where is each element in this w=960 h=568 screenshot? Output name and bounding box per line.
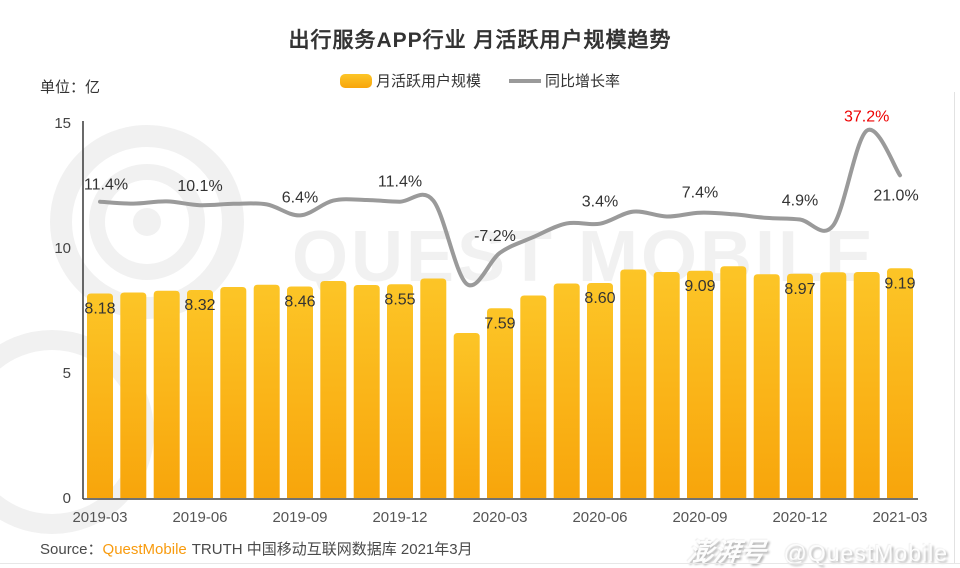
bar-2019-09 (287, 286, 313, 498)
x-tick-label-2020-12: 2020-12 (772, 509, 827, 526)
bar-2021-02 (853, 272, 880, 498)
frame-bottom-border (0, 563, 960, 564)
growth-label-2020-12: 4.9% (782, 193, 818, 210)
bar-2019-11 (353, 285, 380, 498)
watermark-ring-outer-icon (50, 125, 244, 319)
bar-2021-01 (820, 272, 847, 498)
bar-value-label-2021-03: 9.19 (884, 275, 915, 292)
x-tick-label-2020-03: 2020-03 (472, 509, 527, 526)
y-tick-label-15: 15 (54, 115, 71, 132)
bar-2020-06 (587, 283, 613, 498)
bar-value-label-2019-06: 8.32 (184, 297, 215, 314)
x-tick-label-2019-09: 2019-09 (272, 509, 327, 526)
growth-peak-label-2021-02: 37.2% (844, 109, 889, 126)
bar-2020-04 (520, 295, 547, 498)
bar-series-swatch-icon (339, 73, 372, 88)
bar-2019-07 (220, 287, 247, 498)
legend-item-bar: 月活跃用户规模 (339, 70, 481, 91)
x-tick-label-2020-09: 2020-09 (672, 509, 727, 526)
bar-2020-03 (487, 308, 513, 498)
growth-label-2019-09: 6.4% (282, 189, 318, 206)
bar-2020-11 (753, 274, 780, 498)
source-brand: QuestMobile (102, 541, 187, 558)
bar-2020-09 (687, 270, 713, 498)
bar-2019-12 (387, 284, 413, 498)
bar-2019-03 (87, 293, 113, 498)
legend-item-line: 同比增长率 (509, 70, 620, 91)
growth-label-2019-06: 10.1% (177, 178, 222, 195)
publisher-handle: @QuestMobile (783, 540, 948, 566)
bar-2020-05 (553, 283, 580, 498)
bar-value-label-2019-03: 8.18 (84, 301, 115, 318)
legend-bar-label: 月活跃用户规模 (375, 73, 481, 90)
x-tick-label-2019-03: 2019-03 (72, 509, 127, 526)
bar-2019-06 (187, 290, 213, 498)
bar-2020-02 (453, 333, 480, 498)
chart-legend: 月活跃用户规模 同比增长率 (0, 70, 960, 91)
growth-label-2020-09: 7.4% (682, 185, 718, 202)
legend-line-label: 同比增长率 (545, 73, 621, 90)
growth-label-2020-06: 3.4% (582, 194, 618, 211)
bar-value-label-2020-06: 8.60 (584, 290, 615, 307)
bar-series: 8.18 8.32 8.46 8.55 7.59 8.60 9.09 8.97 9.19 (84, 266, 916, 498)
x-tick-label-2020-06: 2020-06 (572, 509, 627, 526)
line-series-swatch-icon (509, 78, 541, 83)
source-note: Source：QuestMobile TRUTH 中国移动互联网数据库 2021年… (40, 538, 473, 559)
bar-2019-10 (320, 281, 347, 498)
x-tick-label-2019-12: 2019-12 (372, 509, 427, 526)
frame-right-border (954, 92, 955, 563)
publisher-footer: 澎湃号 @QuestMobile (685, 532, 948, 568)
axes: 0 5 10 15 2019-03 2019-06 2019-09 2019-12 2020-0… (54, 115, 927, 526)
growth-line (98, 127, 902, 288)
bar-value-label-2020-03: 7.59 (484, 315, 515, 332)
bar-value-label-2020-12: 8.97 (784, 281, 815, 298)
y-axis-unit-label: 单位：亿 (40, 79, 101, 96)
bar-2019-04 (120, 292, 147, 498)
bar-2020-08 (653, 272, 680, 498)
bar-2019-08 (253, 284, 280, 498)
bar-value-label-2019-12: 8.55 (384, 291, 415, 308)
bar-2019-05 (153, 290, 180, 498)
growth-label-2021-03: 21.0% (873, 187, 918, 204)
bar-2020-12 (787, 273, 813, 498)
line-series: 11.4% 10.1% 6.4% 11.4% -7.2% 3.4% 7.4% 4.9% 37.2… (84, 109, 919, 288)
source-prefix: Source： (40, 541, 103, 558)
source-suffix: TRUTH 中国移动互联网数据库 2021年3月 (191, 541, 473, 558)
growth-label-2020-03: -7.2% (474, 228, 516, 245)
x-tick-label-2019-06: 2019-06 (172, 509, 227, 526)
y-tick-label-10: 10 (54, 240, 71, 257)
bar-2020-10 (720, 266, 747, 498)
y-tick-label-5: 5 (63, 365, 71, 382)
watermark-dot-icon (133, 208, 161, 236)
bar-value-label-2019-09: 8.46 (284, 294, 315, 311)
bar-2020-01 (420, 278, 447, 498)
bar-value-label-2020-09: 9.09 (684, 278, 715, 295)
growth-label-2019-12: 11.4% (378, 174, 422, 191)
growth-label-2019-03: 11.4% (84, 177, 128, 194)
bar-2020-07 (620, 269, 647, 498)
bar-2021-03 (887, 268, 913, 498)
y-tick-label-0: 0 (63, 490, 71, 507)
watermark-ring-inner-icon (89, 164, 205, 280)
x-tick-label-2021-03: 2021-03 (872, 509, 927, 526)
page-title: 出行服务APP行业 月活跃用户规模趋势 (288, 29, 672, 52)
